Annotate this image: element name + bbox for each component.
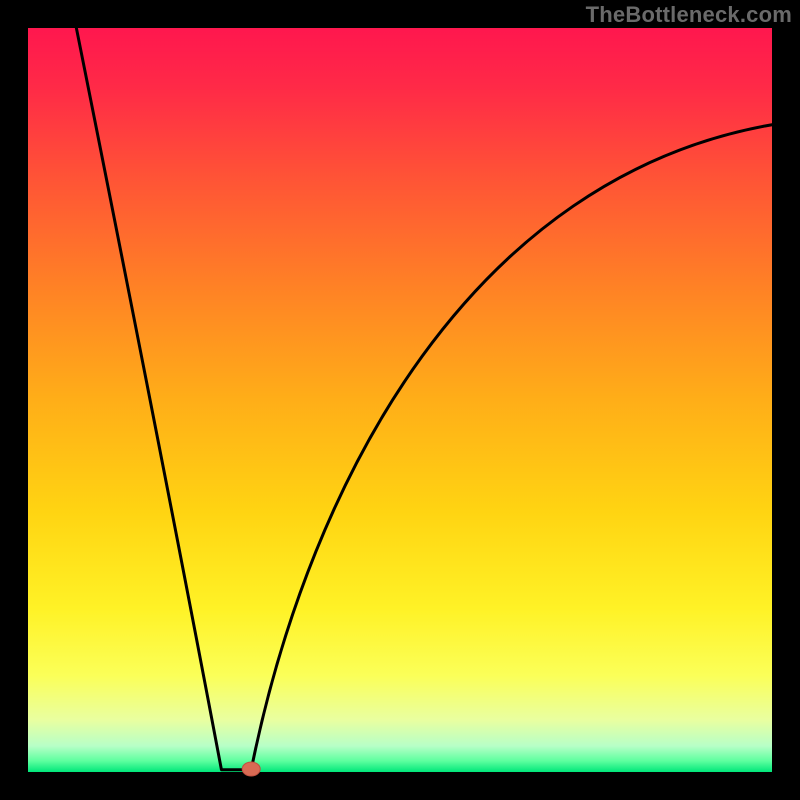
chart-svg bbox=[0, 0, 800, 800]
optimal-point-marker bbox=[242, 762, 260, 776]
chart-canvas: TheBottleneck.com bbox=[0, 0, 800, 800]
attribution-text: TheBottleneck.com bbox=[586, 2, 792, 28]
plot-background bbox=[28, 28, 772, 772]
